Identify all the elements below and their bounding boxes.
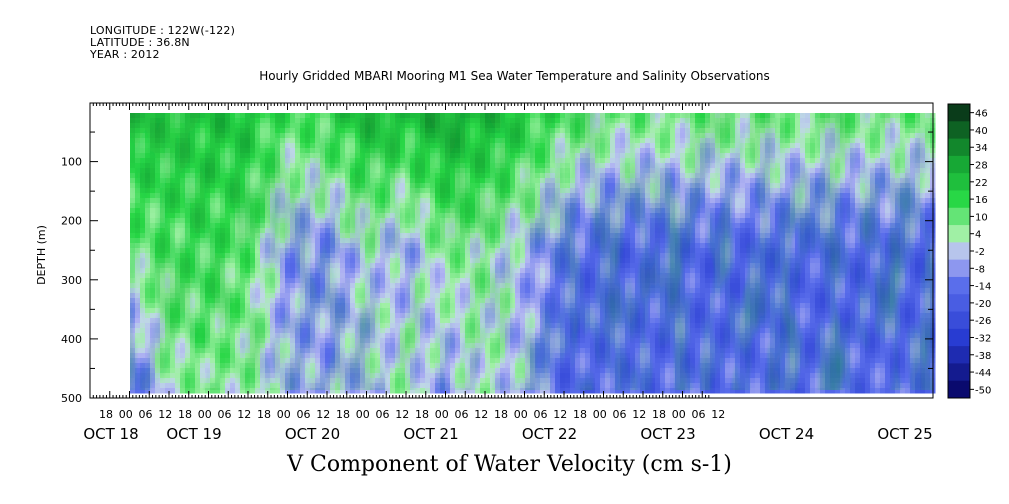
heatmap-cell [375, 388, 381, 394]
heatmap-cell [275, 388, 281, 394]
heatmap-cell [155, 388, 161, 394]
heatmap-cell [330, 388, 336, 394]
heatmap-cell [460, 388, 466, 394]
heatmap-cell [345, 388, 351, 394]
heatmap-cell [325, 388, 331, 394]
latitude-label: LATITUDE : 36.8N [90, 36, 190, 49]
heatmap-cell [525, 388, 531, 394]
heatmap-cell [255, 388, 261, 394]
chart-title: Hourly Gridded MBARI Mooring M1 Sea Wate… [259, 69, 770, 83]
heatmap-cell [395, 388, 401, 394]
heatmap-cell [285, 388, 291, 394]
heatmap-cell [480, 388, 486, 394]
heatmap-cell [335, 388, 341, 394]
heatmap-cell [385, 388, 391, 394]
heatmap-cell [475, 388, 481, 394]
heatmap-cell [450, 388, 456, 394]
heatmap-cell [500, 388, 506, 394]
heatmap-cell [235, 388, 241, 394]
heatmap-cell [305, 388, 311, 394]
heatmap-cell [425, 388, 431, 394]
heatmap-cell [440, 388, 446, 394]
heatmap-cell [150, 388, 156, 394]
heatmap-cell [140, 388, 146, 394]
heatmap-cell [445, 388, 451, 394]
heatmap-cell [505, 388, 511, 394]
heatmap-cell [315, 388, 321, 394]
heatmap-cell [390, 388, 396, 394]
year-label: YEAR : 2012 [90, 48, 160, 61]
heatmap-cell [510, 388, 516, 394]
heatmap-cell [355, 388, 361, 394]
heatmap-cell [370, 388, 376, 394]
heatmap-cell [250, 388, 256, 394]
heatmap-cell [405, 388, 411, 394]
heatmap-cell [215, 388, 221, 394]
heatmap-cell [565, 388, 571, 394]
heatmap-cell [180, 388, 186, 394]
heatmap-cell [435, 388, 441, 394]
heatmap-cell [415, 388, 421, 394]
heatmap-cell [530, 388, 536, 394]
heatmap-cell [185, 388, 191, 394]
longitude-label: LONGITUDE : 122W(-122) [90, 24, 236, 37]
heatmap-cell [210, 388, 216, 394]
heatmap-cell [135, 388, 141, 394]
heatmap-cell [195, 388, 201, 394]
heatmap-cell [420, 388, 426, 394]
heatmap-cell [570, 388, 576, 394]
heatmap-cell [515, 388, 521, 394]
heatmap-cell [295, 388, 301, 394]
heatmap-cell [270, 388, 276, 394]
heatmap-cell [400, 388, 406, 394]
heatmap-cell [545, 388, 551, 394]
heatmap-cell [130, 388, 136, 394]
heatmap-cell [190, 388, 196, 394]
heatmap-cell [230, 388, 236, 394]
heatmap-cell [220, 388, 226, 394]
heatmap-cell [495, 388, 501, 394]
heatmap-cell [145, 388, 151, 394]
heatmap-cell [550, 388, 556, 394]
heatmap-cell [160, 388, 166, 394]
heatmap-cell [365, 388, 371, 394]
heatmap-cell [170, 388, 176, 394]
heatmap-cell [225, 388, 231, 394]
heatmap-cell [560, 388, 566, 394]
heatmap-cell [320, 388, 326, 394]
heatmap-field [130, 113, 936, 394]
heatmap-cell [360, 388, 366, 394]
heatmap-cell [485, 388, 491, 394]
heatmap-cell [200, 388, 206, 394]
heatmap-cell [165, 388, 171, 394]
heatmap-cell [490, 388, 496, 394]
heatmap-cell [540, 388, 546, 394]
heatmap-cell [265, 388, 271, 394]
heatmap-cell [205, 388, 211, 394]
heatmap-cell [535, 388, 541, 394]
heatmap-cell [430, 388, 436, 394]
heatmap-cell [350, 388, 356, 394]
heatmap-cell [470, 388, 476, 394]
heatmap-cell [310, 388, 316, 394]
heatmap-cell [555, 388, 561, 394]
heatmap-cell [290, 388, 296, 394]
heatmap-cell [520, 388, 526, 394]
heatmap-cell [240, 388, 246, 394]
heatmap-cell [175, 388, 181, 394]
heatmap-cell [410, 388, 416, 394]
heatmap-cell [260, 388, 266, 394]
heatmap-cell [465, 388, 471, 394]
heatmap-cell [380, 388, 386, 394]
heatmap-cell [245, 388, 251, 394]
heatmap-cell [455, 388, 461, 394]
heatmap-cell [340, 388, 346, 394]
heatmap-cell [280, 388, 286, 394]
heatmap-cell [300, 388, 306, 394]
